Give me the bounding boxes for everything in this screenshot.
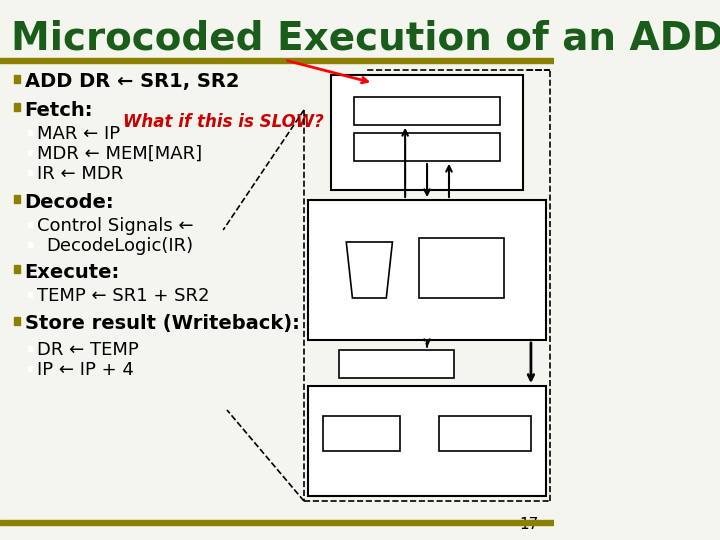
Bar — [354, 133, 500, 161]
Bar — [27, 292, 32, 296]
Text: Inst Register: Inst Register — [441, 427, 528, 441]
Text: TEMP ← SR1 + SR2: TEMP ← SR1 + SR2 — [37, 287, 210, 305]
Bar — [27, 346, 32, 350]
Text: Mem Data Reg: Mem Data Reg — [376, 140, 478, 154]
Text: IP ← IP + 4: IP ← IP + 4 — [37, 361, 134, 379]
Bar — [307, 386, 546, 496]
Bar — [14, 103, 20, 111]
Text: DecodeLogic(IR): DecodeLogic(IR) — [46, 237, 193, 255]
Text: DATAPATH: DATAPATH — [383, 207, 471, 222]
Text: MEMORY: MEMORY — [390, 82, 465, 97]
Bar — [14, 195, 20, 203]
Text: Decode:: Decode: — [24, 192, 114, 212]
Text: Control Signals ←: Control Signals ← — [37, 217, 194, 235]
Text: 17: 17 — [519, 517, 539, 532]
Text: IR ← MDR: IR ← MDR — [37, 165, 123, 183]
Text: Microcoded Execution of an ADD: Microcoded Execution of an ADD — [11, 19, 720, 57]
Bar — [354, 97, 500, 125]
Bar — [438, 416, 531, 451]
Bar — [27, 130, 32, 134]
Text: Control Signals: Control Signals — [344, 357, 449, 371]
Bar — [27, 150, 32, 154]
Bar — [323, 416, 400, 451]
Text: ADD DR ← SR1, SR2: ADD DR ← SR1, SR2 — [24, 72, 239, 91]
Bar — [27, 170, 32, 174]
Bar — [27, 366, 32, 370]
Bar — [14, 265, 20, 273]
Text: What if this is SLOW?: What if this is SLOW? — [123, 113, 324, 131]
Bar — [14, 317, 20, 325]
Text: DR ← TEMP: DR ← TEMP — [37, 341, 139, 359]
Bar — [0, 520, 554, 525]
Text: ALU: ALU — [356, 265, 382, 279]
Bar — [27, 221, 32, 226]
Text: MDR ← MEM[MAR]: MDR ← MEM[MAR] — [37, 145, 202, 163]
Text: Mem Addr Reg: Mem Addr Reg — [376, 104, 478, 118]
Text: Fetch:: Fetch: — [24, 100, 93, 119]
Bar — [307, 200, 546, 340]
Bar — [331, 75, 523, 190]
Bar — [338, 350, 454, 378]
Polygon shape — [346, 242, 392, 298]
Bar — [0, 58, 554, 63]
Text: Execute:: Execute: — [24, 262, 120, 281]
Text: CONTROL UNIT: CONTROL UNIT — [363, 394, 491, 408]
Bar — [419, 238, 504, 298]
Text: GP Registers: GP Registers — [418, 261, 505, 275]
Bar — [14, 75, 20, 83]
Text: MAR ← IP: MAR ← IP — [37, 125, 120, 143]
Bar — [27, 241, 32, 246]
Text: Inst Pointer: Inst Pointer — [323, 427, 401, 441]
Text: Store result (Writeback):: Store result (Writeback): — [24, 314, 300, 334]
